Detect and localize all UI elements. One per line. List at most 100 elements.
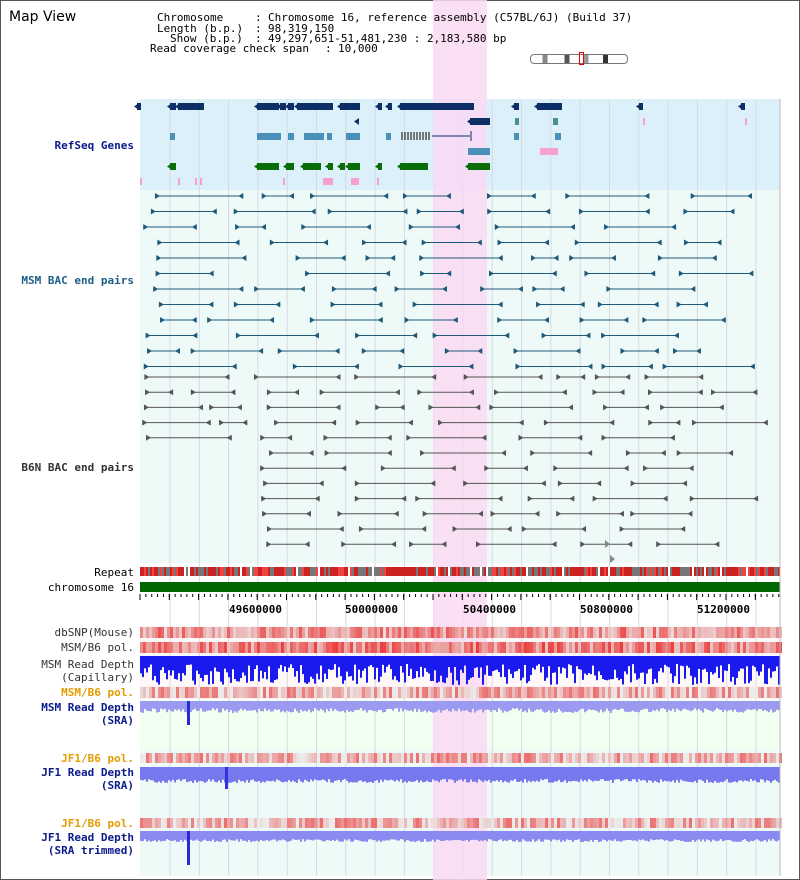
msm-bac-pair-end: [323, 239, 329, 246]
msm-capillary-depth-bar: [166, 656, 168, 680]
repeat-segment: [304, 567, 306, 576]
msm-capillary-depth-bar: [732, 656, 734, 677]
msm-b6-pol-cell: [251, 642, 254, 653]
jf1-sra-depth-bar: [636, 767, 638, 783]
jf1-sra-depth-bar: [436, 767, 438, 781]
msm-b6-pol-cell: [461, 642, 464, 653]
msm-b6-pol-cell: [662, 642, 665, 653]
msm-sra-depth-bar: [172, 701, 174, 712]
jf1-b6-pol-cell: [614, 753, 617, 763]
dbsnp-cell: [623, 627, 626, 638]
jf1-sra-depth-bar: [252, 767, 254, 780]
jf1-b6-pol-trim-cell: [200, 818, 203, 828]
repeat-segment: [496, 567, 498, 576]
msm-b6-pol-sra-cell: [191, 687, 194, 698]
msm-capillary-depth-bar: [680, 656, 682, 666]
repeat-segment: [550, 567, 552, 576]
jf1-b6-pol-cell: [149, 753, 152, 763]
jf1-b6-pol-trim-cell: [164, 818, 167, 828]
repeat-segment: [652, 567, 654, 576]
jf1-trim-depth-bar: [316, 831, 318, 840]
ideogram-position-marker[interactable]: [579, 52, 584, 65]
jf1-b6-pol-cell: [512, 753, 515, 763]
msm-bac-pair-end: [729, 208, 735, 215]
repeat-segment: [178, 567, 180, 576]
msm-b6-pol-sra-cell: [494, 687, 497, 698]
msm-capillary-depth-bar: [356, 656, 358, 684]
label-msm-bac-end-pairs[interactable]: MSM BAC end pairs: [21, 274, 134, 287]
jf1-sra-depth-bar: [550, 767, 552, 783]
jf1-trim-depth-bar: [758, 831, 760, 841]
jf1-sra-depth-bar: [286, 767, 288, 782]
msm-capillary-depth-bar: [514, 656, 516, 672]
jf1-sra-depth-bar: [468, 767, 470, 783]
b6n-bac-pair-end: [714, 541, 720, 548]
msm-b6-pol-sra-cell: [416, 687, 419, 698]
repeat-segment: [236, 567, 238, 576]
b6n-bac-pair-end: [643, 465, 649, 472]
msm-b6-pol-cell: [551, 642, 554, 653]
jf1-b6-pol-cell: [461, 753, 464, 763]
msm-b6-pol-sra-cell: [677, 687, 680, 698]
msm-sra-depth-bar: [388, 701, 390, 709]
jf1-b6-pol-trim-cell: [515, 818, 518, 828]
jf1-trim-depth-bar: [704, 831, 706, 842]
msm-sra-depth-bar: [484, 701, 486, 711]
jf1-sra-depth-bar: [564, 767, 566, 781]
msm-sra-depth-bar: [682, 701, 684, 710]
jf1-b6-pol-trim-cell: [269, 818, 272, 828]
msm-bac-pair-end: [394, 286, 400, 292]
msm-capillary-depth-bar: [140, 656, 142, 674]
msm-sra-depth-bar: [618, 701, 620, 711]
msm-bac-pair-end: [749, 363, 755, 370]
msm-capillary-depth-bar: [324, 656, 326, 674]
label-b6n-bac-end-pairs[interactable]: B6N BAC end pairs: [21, 461, 134, 474]
repeat-segment: [298, 567, 300, 576]
jf1-trim-depth-bar: [372, 831, 374, 841]
jf1-trim-depth-bar: [458, 831, 460, 841]
msm-b6-pol-cell: [290, 642, 293, 653]
jf1-b6-pol-cell: [620, 753, 623, 763]
msm-b6-pol-cell: [215, 642, 218, 653]
jf1-trim-depth-bar: [698, 831, 700, 840]
jf1-trim-depth-bar: [466, 831, 468, 840]
jf1-b6-pol-cell: [209, 753, 212, 763]
msm-sra-depth-bar: [740, 701, 742, 712]
msm-b6-pol-sra-cell: [572, 687, 575, 698]
msm-capillary-depth-bar: [354, 656, 356, 665]
jf1-b6-pol-trim-cell: [248, 818, 251, 828]
msm-capillary-depth-bar: [182, 656, 184, 674]
msm-capillary-depth-bar: [292, 656, 294, 669]
dbsnp-cell: [680, 627, 683, 638]
jf1-b6-pol-trim-cell: [704, 818, 707, 828]
refseq-gene-pink: [745, 118, 747, 125]
msm-b6-pol-cell: [158, 642, 161, 653]
msm-bac-pair-end: [331, 286, 337, 292]
jf1-trim-depth-bar: [290, 831, 292, 841]
jf1-trim-depth-bar: [438, 831, 440, 840]
jf1-b6-pol-cell: [326, 753, 329, 763]
jf1-sra-depth-bar: [156, 767, 158, 783]
msm-b6-pol-sra-cell: [260, 687, 263, 698]
msm-capillary-depth-bar: [756, 656, 758, 672]
msm-b6-pol-cell: [626, 642, 629, 653]
msm-bac-pair-end: [241, 255, 247, 261]
jf1-b6-pol-cell: [716, 753, 719, 763]
jf1-b6-pol-cell: [530, 753, 533, 763]
msm-b6-pol-cell: [413, 642, 416, 653]
jf1-b6-pol-trim-cell: [608, 818, 611, 828]
b6n-bac-pair-end: [630, 480, 636, 487]
jf1-trim-depth-bar: [492, 831, 494, 841]
label-refseq-genes[interactable]: RefSeq Genes: [54, 139, 134, 152]
b6n-bac-pair-end: [540, 480, 546, 487]
jf1-sra-depth-bar: [768, 767, 770, 781]
msm-b6-pol-cell: [530, 642, 533, 653]
msm-b6-pol-cell: [707, 642, 710, 653]
repeat-segment: [358, 567, 360, 576]
msm-capillary-depth-bar: [470, 656, 472, 678]
msm-sra-depth-bar: [628, 701, 630, 713]
msm-capillary-depth-bar: [304, 656, 306, 683]
msm-sra-depth-bar: [666, 701, 668, 713]
jf1-b6-pol-cell: [335, 753, 338, 763]
